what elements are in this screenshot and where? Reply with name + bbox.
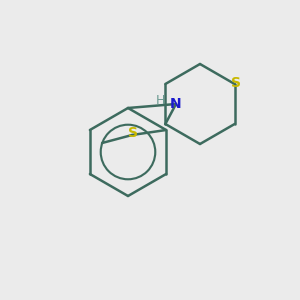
Text: S: S — [128, 126, 138, 140]
Text: H: H — [155, 94, 165, 107]
Text: N: N — [170, 97, 182, 111]
Text: S: S — [231, 76, 241, 90]
